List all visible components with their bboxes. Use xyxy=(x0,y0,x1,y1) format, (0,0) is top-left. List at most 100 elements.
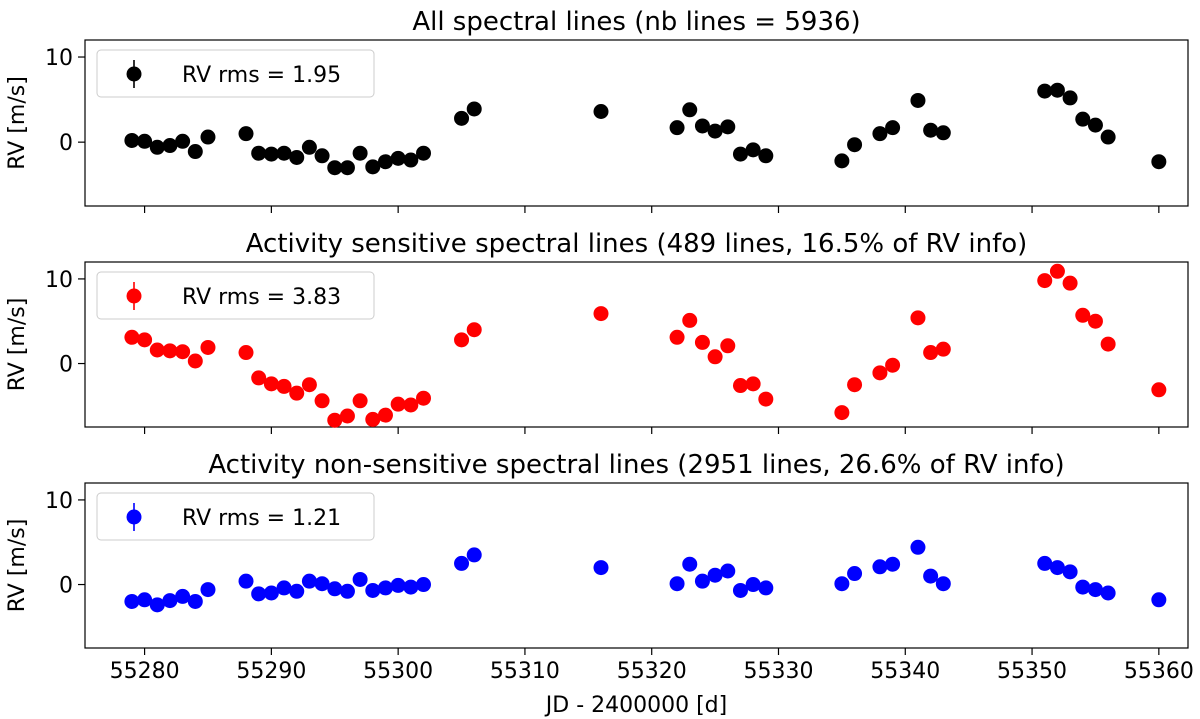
panel-1-data-point xyxy=(669,120,685,136)
panel-1-data-point xyxy=(1037,83,1053,99)
panel-1-data-point xyxy=(314,148,330,164)
panel-1-data-point xyxy=(327,160,343,176)
panel-2-data-point xyxy=(365,411,381,427)
panel-2-data-point xyxy=(276,378,292,394)
panel-2-data-point xyxy=(669,329,685,345)
xtick-label: 55320 xyxy=(617,659,687,684)
panel-3-data-point xyxy=(365,582,381,598)
panel-2-data-point xyxy=(416,390,432,406)
panel-1-data-point xyxy=(1151,154,1167,170)
panel-3-data-point xyxy=(137,592,153,608)
panel-3-title: Activity non-sensitive spectral lines (2… xyxy=(208,450,1064,480)
panel-1-data-point xyxy=(923,122,939,138)
panel-2-data-point xyxy=(124,329,140,345)
panel-3-data-point xyxy=(162,593,178,609)
panel-1-data-point xyxy=(403,152,419,168)
panel-2-title: Activity sensitive spectral lines (489 l… xyxy=(246,229,1028,259)
panel-1-data-point xyxy=(1100,129,1116,145)
panel-3-data-point xyxy=(694,573,710,589)
panel-3-data-point xyxy=(149,597,165,613)
panel-1-ylabel: RV [m/s] xyxy=(5,76,30,170)
panel-2-data-point xyxy=(327,412,343,428)
panel-3-data-point xyxy=(187,593,203,609)
panel-2-data-point xyxy=(200,339,216,355)
panel-1-data-point xyxy=(935,125,951,141)
panel-3-legend-label: RV rms = 1.21 xyxy=(182,506,341,531)
panel-3-ytick-label: 0 xyxy=(59,574,73,599)
panel-1-data-point xyxy=(758,148,774,164)
panel-3-data-point xyxy=(124,593,140,609)
panel-2-data-point xyxy=(847,377,863,393)
panel-3-data-point xyxy=(175,588,191,604)
panel-1-data-point xyxy=(377,154,393,170)
panel-2-data-point xyxy=(872,365,888,381)
panel-2-data-point xyxy=(403,397,419,413)
panel-3-data-point xyxy=(403,579,419,595)
panel-1-ytick-label: 0 xyxy=(59,131,73,156)
panel-1-data-point xyxy=(416,145,432,161)
xtick-label: 55300 xyxy=(363,659,433,684)
panel-2-frame xyxy=(84,261,1189,428)
panel-3-data-point xyxy=(1087,582,1103,598)
panel-2-data-point xyxy=(390,396,406,412)
panel-2-data-point xyxy=(1087,313,1103,329)
panel-3-data-point xyxy=(339,583,355,599)
panel-1-data-point xyxy=(694,118,710,134)
panel-1-data-point xyxy=(682,102,698,118)
panel-1-data-point xyxy=(1049,82,1065,98)
panel-3-data-point xyxy=(872,559,888,575)
panel-1-data-point xyxy=(301,139,317,155)
panel-2-ytick-label: 0 xyxy=(59,353,73,378)
panel-1-data-point xyxy=(263,146,279,162)
panel-2-data-point xyxy=(694,334,710,350)
panel-1-data-point xyxy=(276,145,292,161)
panel-3-data-point xyxy=(720,563,736,579)
panel-1-frame xyxy=(84,39,1189,207)
panel-1-data-point xyxy=(390,150,406,166)
panel-3-data-point xyxy=(669,576,685,592)
panel-2-data-point xyxy=(707,349,723,365)
panel-2-data-point xyxy=(910,310,926,326)
panel-1-data-point xyxy=(137,133,153,149)
panel-1-data-point xyxy=(732,146,748,162)
panel-2-data-point xyxy=(1037,273,1053,289)
panel-3-data-point xyxy=(289,583,305,599)
panel-2-data-point xyxy=(885,357,901,373)
panel-1-data-point xyxy=(124,132,140,148)
panel-3-data-point xyxy=(1037,555,1053,571)
panel-1-data-point xyxy=(707,123,723,139)
panel-3-legend-box xyxy=(96,492,375,541)
panel-3-data-point xyxy=(745,577,761,593)
panel-1-data-point xyxy=(1087,117,1103,133)
panel-1-ytick-label: 10 xyxy=(45,46,73,71)
panel-1-data-point xyxy=(720,119,736,135)
panel-3-data-point xyxy=(1151,592,1167,608)
panel-3-data-point xyxy=(885,556,901,572)
panel-1-data-point xyxy=(251,145,267,161)
panel-1-data-point xyxy=(593,104,609,120)
panel-1-data-point xyxy=(238,126,254,142)
panel-3-data-point xyxy=(301,573,317,589)
panel-2-data-point xyxy=(137,332,153,348)
panel-1-data-point xyxy=(187,144,203,160)
panel-1-data-point xyxy=(466,101,482,117)
panel-2-data-point xyxy=(251,370,267,386)
panel-3-data-point xyxy=(1062,564,1078,580)
panel-2-data-point xyxy=(314,393,330,409)
panel-3-data-point xyxy=(377,580,393,596)
panel-3-data-point xyxy=(390,577,406,593)
xtick-label: 55310 xyxy=(490,659,560,684)
panel-2-data-point xyxy=(923,345,939,361)
panel-1-data-point xyxy=(847,137,863,153)
panel-3-data-point xyxy=(910,539,926,555)
panel-3-legend-marker xyxy=(126,509,142,525)
panel-1-data-point xyxy=(872,126,888,142)
panel-3-data-point xyxy=(352,571,368,587)
panel-2-data-point xyxy=(187,353,203,369)
panel-2-data-point xyxy=(289,385,305,401)
panel-1-data-point xyxy=(289,149,305,165)
panel-1-data-point xyxy=(149,139,165,155)
panel-3-data-point xyxy=(847,566,863,582)
panel-3-data-point xyxy=(314,576,330,592)
